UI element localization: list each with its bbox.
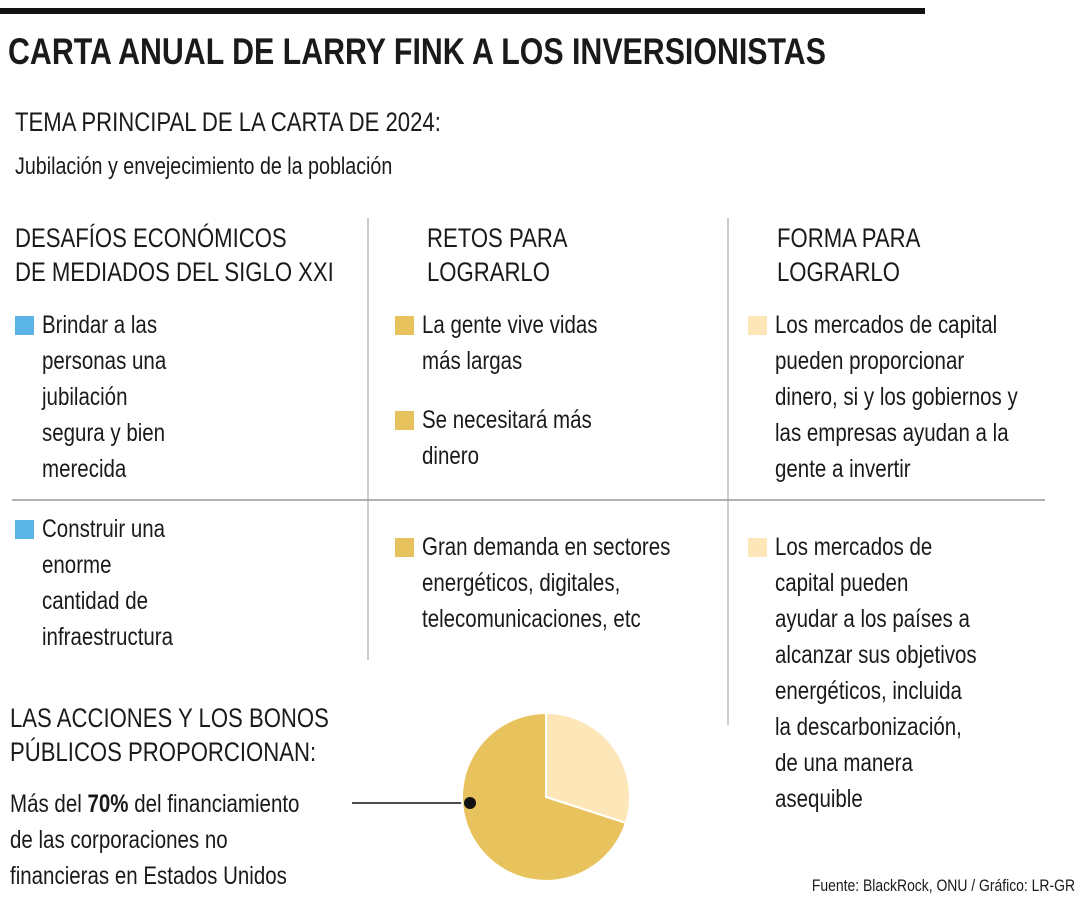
item-text: merecida <box>42 454 127 482</box>
item-text: personas una <box>42 346 166 374</box>
highlight: 70% <box>87 789 128 817</box>
item-text: asequible <box>775 784 863 812</box>
item-text: capital pueden <box>775 568 908 596</box>
item-text: enorme <box>42 550 112 578</box>
top-bar <box>0 8 925 14</box>
item-text: segura y bien <box>42 418 165 446</box>
bullet <box>748 316 767 335</box>
pie-slice <box>461 711 628 882</box>
item-text: dinero, si y los gobiernos y <box>775 382 1018 410</box>
bullet <box>748 538 767 557</box>
item-text: ayudar a los países a <box>775 604 970 632</box>
item-text: alcanzar sus objetivos <box>775 640 977 668</box>
bullet <box>15 316 34 335</box>
theme-text: Jubilación y envejecimiento de la poblac… <box>15 152 392 179</box>
item-text: pueden proporcionar <box>775 346 965 374</box>
column-heading: LOGRARLO <box>427 258 550 288</box>
item-text: más largas <box>422 346 522 374</box>
column-heading: LOGRARLO <box>777 258 900 288</box>
item-text: energéticos, incluida <box>775 676 962 704</box>
item-text: Brindar a las <box>42 310 157 338</box>
item-text: las empresas ayudan a la <box>775 418 1009 446</box>
column-heading: RETOS PARA <box>427 224 568 254</box>
summary-text: Más del 70% del financiamiento <box>10 789 299 817</box>
title: CARTA ANUAL DE LARRY FINK A LOS INVERSIO… <box>8 31 826 73</box>
bullet <box>395 316 414 335</box>
item-text: de una manera <box>775 748 913 776</box>
item-text: Los mercados de <box>775 532 932 560</box>
bullet <box>395 538 414 557</box>
item-text: dinero <box>422 441 479 469</box>
item-text: gente a invertir <box>775 454 911 482</box>
summary-text: financieras en Estados Unidos <box>10 861 287 889</box>
column-heading: DESAFÍOS ECONÓMICOS <box>15 224 287 254</box>
summary-text: de las corporaciones no <box>10 825 228 853</box>
item-text: jubilación <box>41 382 127 410</box>
item-text: energéticos, digitales, <box>422 568 620 596</box>
item-text: Los mercados de capital <box>775 310 997 338</box>
item-text: la descarbonización, <box>775 712 962 740</box>
text-part: del financiamiento <box>129 789 300 817</box>
pointer-dot <box>464 797 476 809</box>
summary-heading: PÚBLICOS PROPORCIONAN: <box>10 738 316 768</box>
column-heading: DE MEDIADOS DEL SIGLO XXI <box>15 258 334 288</box>
text-part: Más del <box>10 789 87 817</box>
item-text: Se necesitará más <box>422 405 592 433</box>
bullet <box>15 520 34 539</box>
item-text: La gente vive vidas <box>422 310 597 338</box>
source: Fuente: BlackRock, ONU / Gráfico: LR-GR <box>812 877 1075 896</box>
theme-label: TEMA PRINCIPAL DE LA CARTA DE 2024: <box>15 108 441 138</box>
bullet <box>395 411 414 430</box>
item-text: telecomunicaciones, etc <box>422 604 641 632</box>
item-text: Gran demanda en sectores <box>422 532 670 560</box>
item-text: infraestructura <box>42 622 173 650</box>
summary-heading: LAS ACCIONES Y LOS BONOS <box>10 704 329 734</box>
item-text: Construir una <box>42 514 165 542</box>
item-text: cantidad de <box>42 586 148 614</box>
pie-slice <box>545 711 631 825</box>
column-heading: FORMA PARA <box>777 224 921 254</box>
